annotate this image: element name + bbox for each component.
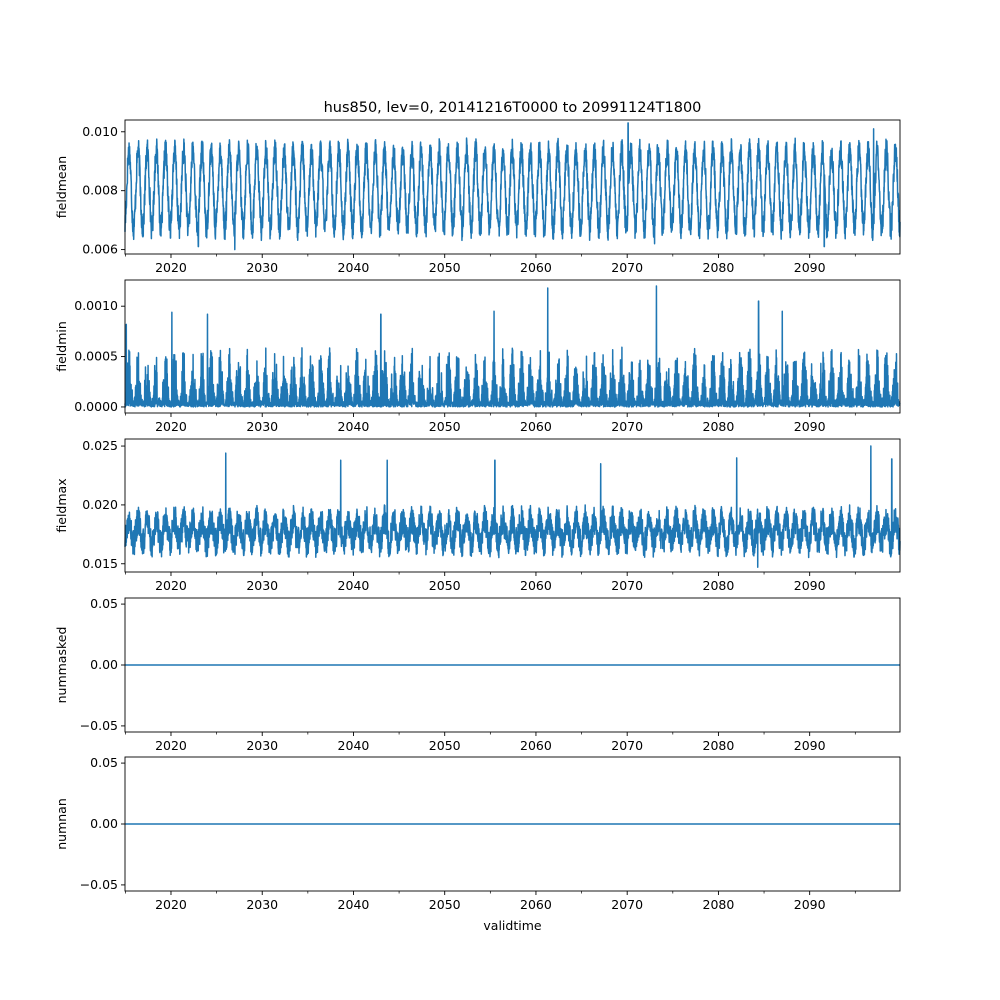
x-tick-label: 2020 xyxy=(155,897,187,912)
series-line xyxy=(124,445,901,569)
y-tick-label: 0.00 xyxy=(90,657,118,672)
y-tick-label: 0.05 xyxy=(90,755,118,770)
y-tick-label: 0.0000 xyxy=(74,399,118,414)
y-tick-label: 0.00 xyxy=(90,816,118,831)
x-tick-label: 2080 xyxy=(703,419,735,434)
subplot-fieldmean: 0.006 0.008 0.010 2020 2030 2040 2050 2060 2070 2… xyxy=(54,119,901,275)
x-tick-label: 2090 xyxy=(794,578,826,593)
x-tick-label: 2090 xyxy=(794,897,826,912)
y-tick-label: 0.020 xyxy=(82,497,118,512)
subplot-fieldmax: 0.015 0.020 0.025 2020 2030 2040 2050 2060 2070 2… xyxy=(54,438,901,593)
x-tick-label: 2070 xyxy=(611,419,643,434)
x-tick-label: 2080 xyxy=(703,738,735,753)
subplot-fieldmin: 0.0000 0.0005 0.0010 2020 2030 2040 2050 2060 20… xyxy=(54,279,901,434)
x-tick-label: 2080 xyxy=(703,260,735,275)
y-axis-label: fieldmin xyxy=(54,321,69,372)
figure-title: hus850, lev=0, 20141216T0000 to 20991124… xyxy=(324,100,702,116)
x-tick-label: 2080 xyxy=(703,578,735,593)
x-tick-label: 2050 xyxy=(429,897,461,912)
y-tick-label: 0.010 xyxy=(82,124,118,139)
y-tick-label: 0.0010 xyxy=(74,298,118,313)
x-tick-label: 2070 xyxy=(611,897,643,912)
y-axis-label: nummasked xyxy=(54,627,69,704)
y-tick-label: 0.0005 xyxy=(74,349,118,364)
x-tick-label: 2030 xyxy=(246,260,278,275)
subplot-stack: 0.006 0.008 0.010 2020 2030 2040 2050 2060 2070 2… xyxy=(54,119,901,912)
y-tick-label: 0.006 xyxy=(82,242,118,257)
subplot-numnan: −0.05 0.00 0.05 2020 2030 2040 2050 2060 2070 208… xyxy=(54,755,901,912)
y-tick-label: −0.05 xyxy=(80,718,118,733)
x-tick-label: 2060 xyxy=(520,738,552,753)
x-tick-label: 2020 xyxy=(155,738,187,753)
x-tick-label: 2030 xyxy=(246,419,278,434)
x-tick-label: 2070 xyxy=(611,260,643,275)
x-tick-label: 2060 xyxy=(520,897,552,912)
x-tick-label: 2070 xyxy=(611,578,643,593)
x-tick-label: 2030 xyxy=(246,897,278,912)
y-axis-label: fieldmax xyxy=(54,478,69,532)
y-tick-label: 0.05 xyxy=(90,596,118,611)
x-tick-label: 2040 xyxy=(338,738,370,753)
subplot-nummasked: −0.05 0.00 0.05 2020 2030 2040 2050 2060 2070 208… xyxy=(54,596,901,753)
y-axis-label: numnan xyxy=(54,798,69,850)
x-tick-label: 2060 xyxy=(520,260,552,275)
x-tick-label: 2020 xyxy=(155,419,187,434)
x-tick-label: 2040 xyxy=(338,578,370,593)
x-tick-label: 2050 xyxy=(429,578,461,593)
x-tick-label: 2060 xyxy=(520,419,552,434)
x-tick-label: 2090 xyxy=(794,260,826,275)
x-tick-label: 2040 xyxy=(338,260,370,275)
y-axis-label: fieldmean xyxy=(54,156,69,218)
y-tick-label: −0.05 xyxy=(80,877,118,892)
x-tick-label: 2070 xyxy=(611,738,643,753)
x-tick-label: 2040 xyxy=(338,897,370,912)
x-tick-label: 2020 xyxy=(155,578,187,593)
x-tick-label: 2080 xyxy=(703,897,735,912)
y-tick-label: 0.025 xyxy=(82,438,118,453)
axes-frame xyxy=(124,279,901,414)
y-tick-label: 0.015 xyxy=(82,556,118,571)
x-tick-label: 2050 xyxy=(429,738,461,753)
x-tick-label: 2030 xyxy=(246,738,278,753)
x-axis-label: validtime xyxy=(483,918,541,933)
x-tick-label: 2020 xyxy=(155,260,187,275)
x-tick-label: 2050 xyxy=(429,260,461,275)
x-tick-label: 2050 xyxy=(429,419,461,434)
series-line xyxy=(124,285,901,408)
x-tick-label: 2060 xyxy=(520,578,552,593)
x-tick-label: 2090 xyxy=(794,419,826,434)
axes-frame xyxy=(124,119,901,255)
x-tick-label: 2090 xyxy=(794,738,826,753)
y-tick-label: 0.008 xyxy=(82,183,118,198)
series-line xyxy=(124,122,901,251)
axes-frame xyxy=(124,438,901,573)
x-tick-label: 2030 xyxy=(246,578,278,593)
x-tick-label: 2040 xyxy=(338,419,370,434)
